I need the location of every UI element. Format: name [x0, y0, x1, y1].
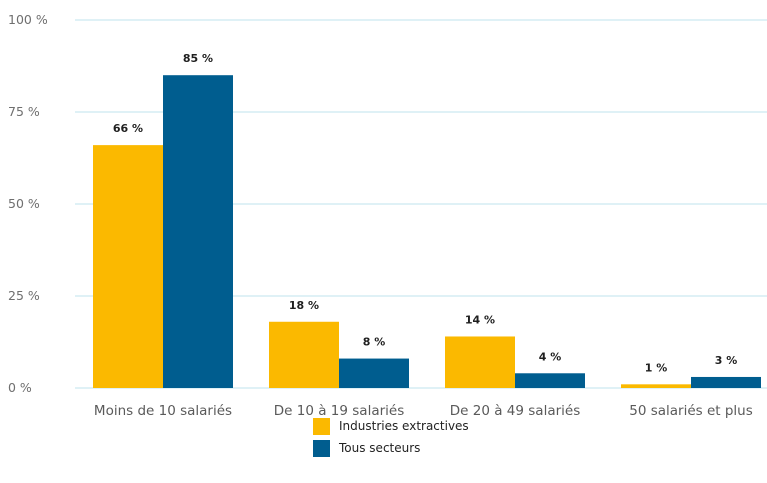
- legend-swatch: [313, 439, 330, 457]
- legend-item-industries-extractives: Industries extractives: [313, 416, 469, 436]
- data-label: 66 %: [113, 122, 143, 135]
- x-category-label: De 10 à 19 salariés: [274, 403, 404, 419]
- bar: [621, 384, 691, 388]
- legend-item-tous-secteurs: Tous secteurs: [313, 438, 469, 458]
- bar: [691, 376, 761, 388]
- data-label: 14 %: [465, 313, 495, 326]
- data-label: 85 %: [183, 52, 213, 65]
- legend-label: Tous secteurs: [339, 441, 421, 455]
- bar: [445, 336, 515, 388]
- data-labels: 66 % 85 % 18 % 8 % 14 % 4 % 1 % 3 %: [113, 52, 737, 374]
- legend-label: Industries extractives: [339, 419, 469, 433]
- bar: [269, 321, 339, 388]
- bar: [93, 145, 163, 388]
- y-tick-label: 0 %: [8, 380, 32, 395]
- y-tick-label: 75 %: [8, 104, 40, 119]
- y-axis-ticks: 0 % 25 % 50 % 75 % 100 %: [8, 12, 48, 395]
- x-category-label: 50 salariés et plus: [629, 403, 753, 419]
- legend-swatch: [313, 417, 330, 435]
- x-category-label: De 20 à 49 salariés: [450, 403, 580, 419]
- y-tick-label: 100 %: [8, 12, 48, 27]
- legend: Industries extractives Tous secteurs: [313, 416, 469, 460]
- data-label: 8 %: [363, 336, 386, 349]
- y-tick-label: 25 %: [8, 288, 40, 303]
- bar: [339, 358, 409, 388]
- y-tick-label: 50 %: [8, 196, 40, 211]
- x-axis-categories: Moins de 10 salariés De 10 à 19 salariés D…: [94, 403, 753, 419]
- x-category-label: Moins de 10 salariés: [94, 403, 232, 419]
- data-label: 3 %: [715, 354, 738, 367]
- data-label: 4 %: [539, 350, 562, 363]
- data-label: 1 %: [645, 361, 668, 374]
- bars: [93, 75, 761, 388]
- data-label: 18 %: [289, 299, 319, 312]
- bar: [515, 373, 585, 388]
- bar: [163, 75, 233, 388]
